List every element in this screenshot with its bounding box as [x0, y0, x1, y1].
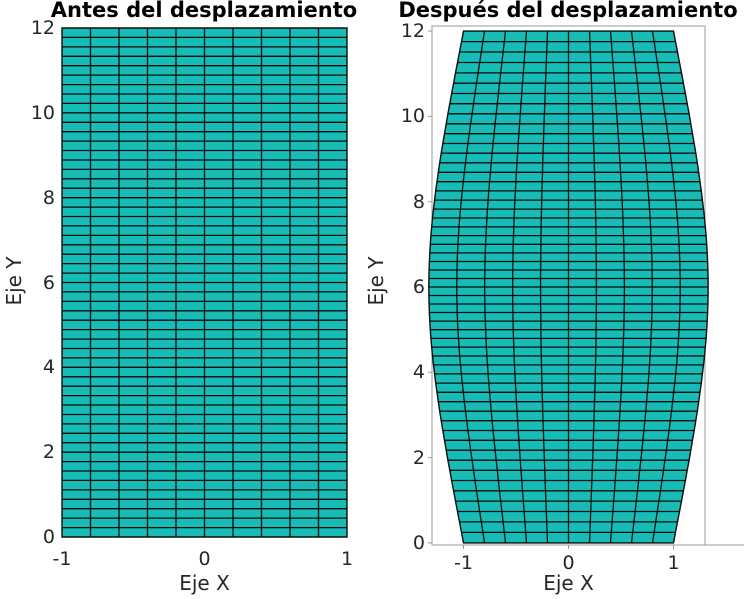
x-tick-label: -1 — [454, 552, 473, 574]
x-axis-label-before: Eje X — [179, 571, 230, 595]
y-tick-label: 8 — [412, 190, 425, 213]
y-axis-label-before: Eje Y — [2, 256, 26, 306]
y-tick-label: 0 — [42, 526, 55, 548]
y-tick-label: 6 — [412, 275, 425, 298]
y-tick-label: 6 — [42, 271, 55, 294]
x-axis-label-after: Eje X — [543, 571, 594, 595]
plot-title-before: Antes del desplazamiento — [50, 0, 358, 22]
y-tick-label: 2 — [412, 446, 425, 469]
y-tick-label: 4 — [412, 361, 425, 384]
y-tick-label: 2 — [42, 441, 55, 464]
y-tick-label: 12 — [400, 20, 425, 43]
y-tick-label: 0 — [412, 531, 425, 554]
x-tick-label: 1 — [667, 552, 680, 574]
y-tick-label: 12 — [30, 17, 55, 39]
x-tick-label: 0 — [562, 552, 575, 574]
mesh-plot-after — [428, 25, 744, 549]
y-axis-label-after: Eje Y — [364, 256, 388, 306]
y-tick-label: 4 — [42, 356, 55, 379]
x-tick-label: 1 — [340, 548, 354, 570]
mesh-plot-before — [61, 27, 348, 538]
x-tick-label: -1 — [52, 548, 72, 570]
x-tick-label: 0 — [198, 548, 211, 570]
plot-title-after: Después del desplazamiento — [398, 0, 738, 22]
y-tick-label: 10 — [30, 101, 55, 124]
y-tick-label: 8 — [42, 186, 55, 209]
y-tick-label: 10 — [400, 105, 425, 128]
